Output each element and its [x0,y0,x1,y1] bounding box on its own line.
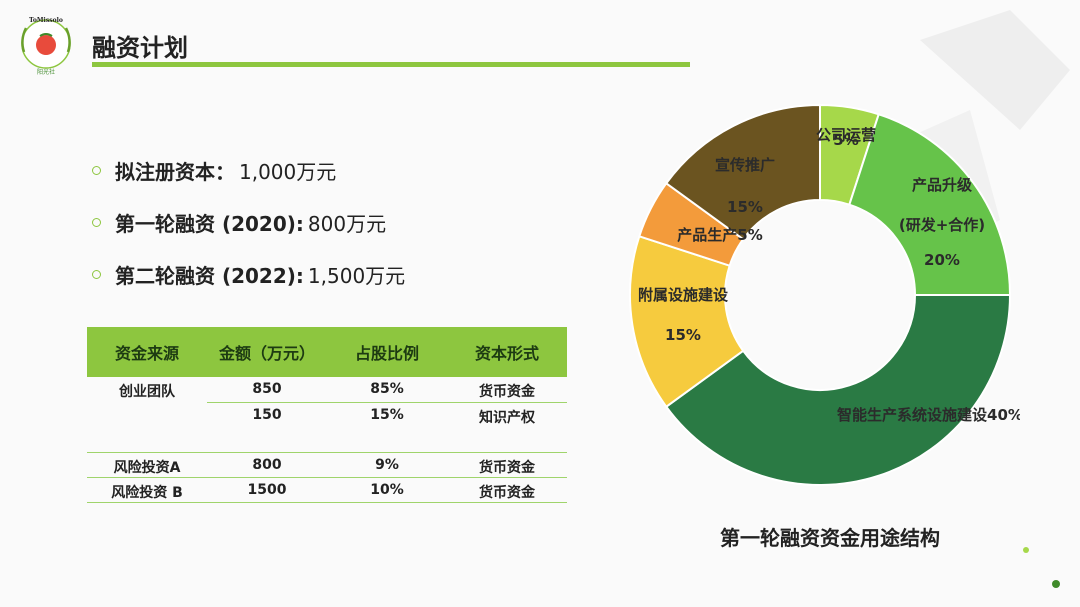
corner-decoration [1023,547,1060,588]
row-divider [87,477,567,478]
table-cell-amount: 850 [252,381,282,397]
table-header: 金额（万元） [218,344,315,363]
page-title: 融资计划 [92,34,188,62]
table-header: 资本形式 [474,344,539,363]
bullet-item: 第一轮融资 (2020): 800万元 [92,196,405,248]
slice-label: 15% [665,326,701,344]
bullet-label: 拟注册资本： [115,159,235,184]
donut-slice [664,294,1012,486]
logo-top-text: ToMissolo [29,17,63,24]
table-cell-source: 创业团队 [119,384,175,400]
bullet-label: 第二轮融资 (2022): [115,263,304,288]
bullet-item: 拟注册资本： 1,000万元 [92,144,405,196]
table-cell-amount: 150 [252,407,282,423]
slice-label: (研发+合作) [899,216,985,234]
table-cell-ratio: 10% [370,482,404,498]
table-header: 占股比例 [354,344,419,363]
slice-label: 5% [833,131,858,149]
slice-label: 智能生产系统设施建设40% [837,406,1020,424]
table-cell-amount: 800 [252,457,282,473]
slice-label: 15% [727,198,763,216]
slice-label: 产品升级 [912,176,973,194]
table-cell-source: 风险投资 B [111,485,183,501]
table-cell-source: 风险投资A [113,460,181,476]
tomato-logo: ToMissolo 阳光社 [21,17,71,76]
donut-slices [629,103,1012,486]
table-cell-form: 货币资金 [479,384,535,400]
table-cell-form: 货币资金 [479,485,535,501]
bullet-label: 第一轮融资 (2020): [115,211,304,236]
donut-slice [664,103,821,241]
row-divider [207,402,567,403]
table-cell-ratio: 85% [370,381,404,397]
slice-label: 20% [924,251,960,269]
bullet-value: 1,500万元 [307,263,406,288]
table-cell-amount: 1500 [247,482,287,498]
chart-title: 第一轮融资资金用途结构 [720,526,940,550]
table-header-row: 资金来源 金额（万元） 占股比例 资本形式 [87,327,567,377]
row-divider [87,502,567,503]
circle-bullet-icon [92,165,101,175]
slice-label: 公司运营 [816,126,876,144]
slice-label: 宣传推广 [715,156,775,174]
row-divider [87,452,567,453]
table-cell-ratio: 15% [370,407,404,423]
bullet-value: 800万元 [307,211,387,236]
slice-label: 产品生产5% [677,226,762,244]
funding-table: 资金来源 金额（万元） 占股比例 资本形式 创业团队 850 85% 货币资金 … [87,327,567,503]
capital-bullets: 拟注册资本： 1,000万元 第一轮融资 (2020): 800万元 第二轮融资… [92,144,405,300]
slice-label: 附属设施建设 [638,286,728,304]
table-cell-form: 货币资金 [479,460,535,476]
bullet-item: 第二轮融资 (2022): 1,500万元 [92,248,405,300]
table-header: 资金来源 [114,344,179,363]
title-underline [92,62,690,67]
circle-bullet-icon [92,217,101,227]
circle-bullet-icon [92,269,101,279]
table-cell-form: 知识产权 [479,410,535,426]
donut-slice [848,113,1012,296]
table-cell-ratio: 9% [375,457,399,473]
bullet-value: 1,000万元 [239,159,337,184]
table-body: 创业团队 850 85% 货币资金 150 15% 知识产权 风险投资A 800… [87,377,567,503]
logo-bottom-text: 阳光社 [37,68,55,76]
